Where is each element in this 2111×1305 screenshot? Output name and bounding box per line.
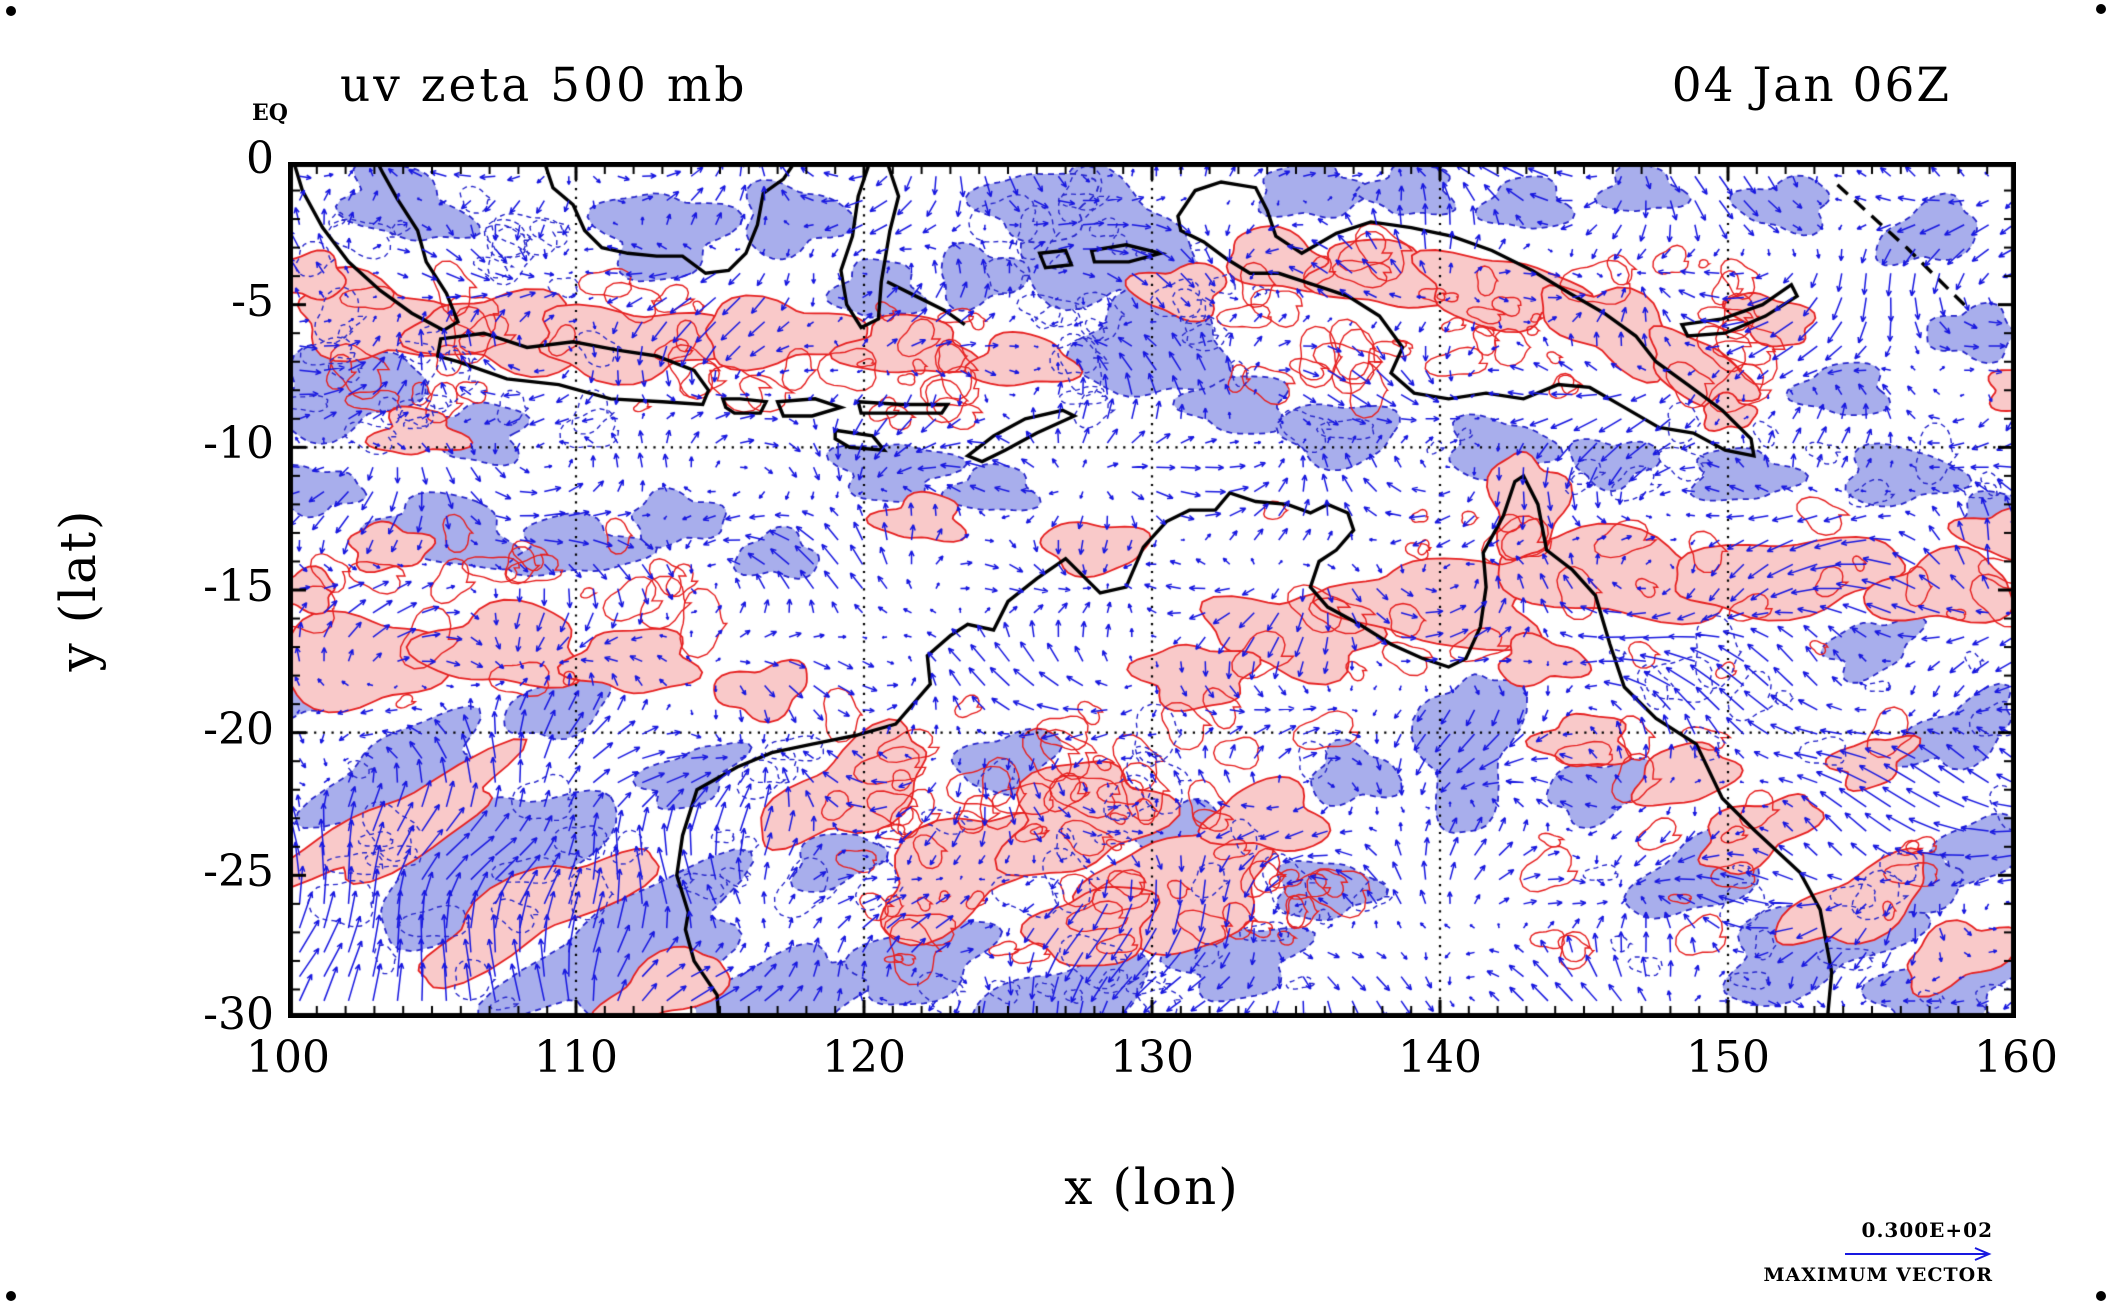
datetime-label: 04 Jan 06Z bbox=[1671, 58, 1951, 113]
corner-dot bbox=[2096, 1291, 2106, 1301]
max-vector-arrow-icon bbox=[1845, 1247, 1992, 1261]
y-tick-label: -15 bbox=[203, 561, 274, 612]
y-tick-label: -5 bbox=[231, 275, 274, 327]
x-tick-label: 110 bbox=[534, 1032, 618, 1083]
y-tick-label: -25 bbox=[203, 846, 274, 898]
x-tick-label: 140 bbox=[1398, 1032, 1482, 1083]
y-axis-label: y (lat) bbox=[49, 508, 107, 672]
x-tick-label: 130 bbox=[1110, 1032, 1194, 1083]
max-vector-legend: 0.300E+02 MAXIMUM VECTOR bbox=[1764, 1218, 1993, 1286]
x-tick-label: 160 bbox=[1974, 1032, 2058, 1083]
x-tick-label: 150 bbox=[1686, 1032, 1770, 1083]
corner-dot bbox=[6, 1291, 16, 1301]
max-vector-value: 0.300E+02 bbox=[1861, 1218, 1993, 1242]
equator-label: EQ bbox=[252, 100, 288, 126]
corner-dot bbox=[6, 6, 16, 16]
y-tick-label: -30 bbox=[203, 989, 274, 1040]
chart-title: uv zeta 500 mb bbox=[340, 58, 748, 113]
x-tick-label: 100 bbox=[246, 1032, 330, 1083]
x-axis-label: x (lon) bbox=[1064, 1158, 1240, 1216]
y-tick-label: -10 bbox=[203, 418, 274, 470]
y-tick-label: -20 bbox=[203, 703, 274, 755]
y-tick-label: 0 bbox=[246, 133, 274, 184]
vector-field-plot bbox=[288, 162, 2016, 1018]
corner-dot bbox=[2096, 4, 2106, 14]
x-tick-label: 120 bbox=[822, 1032, 906, 1083]
max-vector-label: MAXIMUM VECTOR bbox=[1763, 1264, 1993, 1286]
